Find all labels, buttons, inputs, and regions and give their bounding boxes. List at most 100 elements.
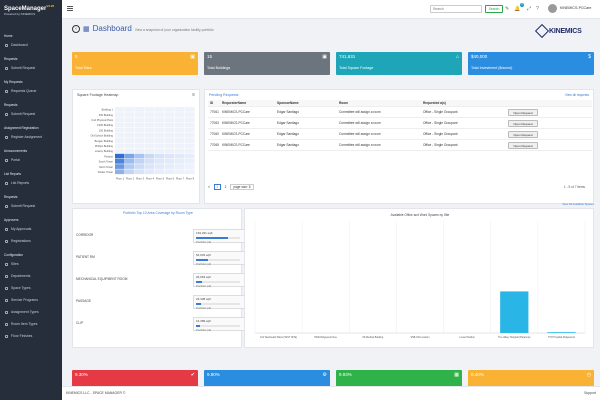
heatmap-cell [185,153,195,159]
sidebar-item[interactable]: Service Programs [5,298,38,302]
heatmap-y-label: Podium [104,154,113,158]
coverage-value-box: 16,389 sqft Portfolio (of) [193,317,245,332]
back-icon[interactable]: ‹ [72,24,80,33]
heatmap-cell [155,153,165,159]
table-row[interactable]: 77065 KINEMICS-PCCare Edgar Santiago Commit… [208,140,592,151]
heatmap-cell [115,159,125,164]
bell-icon[interactable]: 🔔 [514,6,521,12]
avatar[interactable] [548,4,557,13]
sidebar-item[interactable]: List Reports [5,181,29,185]
table-row[interactable]: 77063 KINEMICS-PCCare Edgar Santiago Commit… [208,118,592,129]
sidebar-item[interactable]: Floor Finishes [5,334,32,338]
open-request-button[interactable]: Open Request [508,119,538,127]
sidebar-item[interactable]: Sites [5,262,19,266]
heatmap-cell [155,107,165,112]
sidebar-item[interactable]: Requests Queue [5,89,36,93]
sidebar-item-icon [5,135,8,139]
chart-bar[interactable] [547,332,576,333]
kpi-card[interactable]: 5 Total Sites ▣ [72,52,198,75]
coverage-value-box: 139,331 sqft Portfolio (of) [193,229,245,244]
kpi-card[interactable]: 741,631 Total Square Footage ⌂ [336,52,462,75]
sidebar-item-icon [5,158,8,162]
coverage-pct-label: Portfolio (of) [196,240,212,244]
menu-icon[interactable] [67,6,73,11]
sidebar-item[interactable]: Departments [5,274,30,278]
open-request-button[interactable]: Open Request [508,141,538,149]
sidebar-item[interactable]: Assignment Types [5,310,39,314]
sidebar-item[interactable]: Submit Request [5,66,35,70]
expand-icon[interactable]: ⤢ [527,6,532,12]
heatmap-cell [165,169,175,175]
view-all-requests-link[interactable]: View all requests [564,93,589,97]
heatmap-cell [175,164,185,169]
heatmap-cell [175,138,185,143]
sidebar-item[interactable]: Registrations [5,239,31,243]
coverage-bar [196,325,240,327]
user-menu[interactable]: KINEMICS-PCCare [560,6,592,10]
sidebar-item[interactable]: Dashboard [5,43,28,47]
sidebar-item[interactable]: Submit Request [5,112,35,116]
heatmap-cell [145,164,155,169]
pending-table: ID RequesterName SponsorName Room Reques… [208,100,592,151]
table-row[interactable]: 77060 KINEMICS-PCCare Edgar Santiago Commit… [208,129,592,140]
open-request-button[interactable]: Open Request [508,108,538,116]
pencil-icon[interactable]: ✎ [505,6,510,12]
page-size-select[interactable]: page size: 5 [230,184,254,190]
coverage-title: Portfolio Top 10 Area Coverage by Room T… [123,211,193,215]
table-row[interactable]: 77061 KINEMICS-PCCare Edgar Santiago Commit… [208,107,592,118]
heatmap-cell [185,117,195,123]
heatmap-cell [145,112,155,117]
table-cell-id: 77060 [210,132,219,136]
coverage-panel: Portfolio Top 10 Area Coverage by Room T… [72,208,245,348]
footer: KINEMICS LLC - SPACE MANAGER © Support [62,386,600,400]
search-button[interactable]: Search [485,5,503,13]
heatmap-cell [115,169,125,175]
sidebar-item[interactable]: Submit Request [5,204,35,208]
pager-page-2[interactable]: 2 [224,185,227,189]
pager-first[interactable]: « [208,185,210,189]
heatmap-y-label: South Tower [99,160,114,164]
kpi-value: 9.30% [75,372,88,377]
heatmap-y-label: Lowery Building [95,149,114,153]
table-cell-room: Committee will assign a room [339,132,381,136]
heatmap-cell [185,143,195,149]
sidebar-item[interactable]: Room Item Types [5,322,38,326]
heatmap-cell [155,117,165,123]
chart-x-label: The Valley Hospital (Paramus) [498,336,530,339]
footer-copyright: KINEMICS LLC - SPACE MANAGER © [66,391,126,395]
search-input[interactable] [430,5,482,13]
coverage-bar [196,303,240,305]
coverage-area: 139,331 sqft [196,231,213,235]
coverage-pct-label: Portfolio (of) [196,262,212,266]
view-all-spaces-link[interactable]: View All Available Spaces [562,202,594,206]
heatmap-cell [175,112,185,117]
heatmap-cell [125,107,135,112]
sidebar-item[interactable]: My Approvals [5,227,31,231]
sidebar-section-label: My Requests [4,80,23,84]
heatmap-cell [165,153,175,159]
sidebar-item[interactable]: Space Types [5,286,31,290]
heatmap-cell [155,164,165,169]
kpi-card[interactable]: $40,000 Total Investment ($/sumd) $ [468,52,594,75]
chart-bar[interactable] [500,291,529,333]
kpi-card[interactable]: 15 Total Buildings ▣ [204,52,330,75]
heatmap-x-label: Floor 2 [126,177,135,181]
sidebar-item-label: Submit Request [11,204,36,208]
heatmap-cell [115,143,125,149]
sidebar-item-label: Sites [11,262,19,266]
sidebar-item[interactable]: Register Assignment [5,135,42,139]
help-icon[interactable]: ? [536,6,539,12]
chart-x-label: 60 Medical Building [362,336,383,339]
sidebar-item-icon [5,298,8,302]
heatmap-cell [115,133,125,138]
heatmap-menu-icon[interactable]: ≡ [192,92,195,98]
sidebar-item[interactable]: Portal [5,158,20,162]
pager-page-1[interactable]: 1 [213,184,221,190]
chart-x-label: TVH Hospital Ridgewood [548,336,575,339]
heatmap-cell [165,122,175,128]
sidebar-item-icon [5,204,8,208]
heatmap-cell [145,159,155,164]
open-request-button[interactable]: Open Request [508,130,538,138]
footer-support-link[interactable]: Support [584,391,596,395]
sidebar-item-label: Assignment Types [11,310,39,314]
